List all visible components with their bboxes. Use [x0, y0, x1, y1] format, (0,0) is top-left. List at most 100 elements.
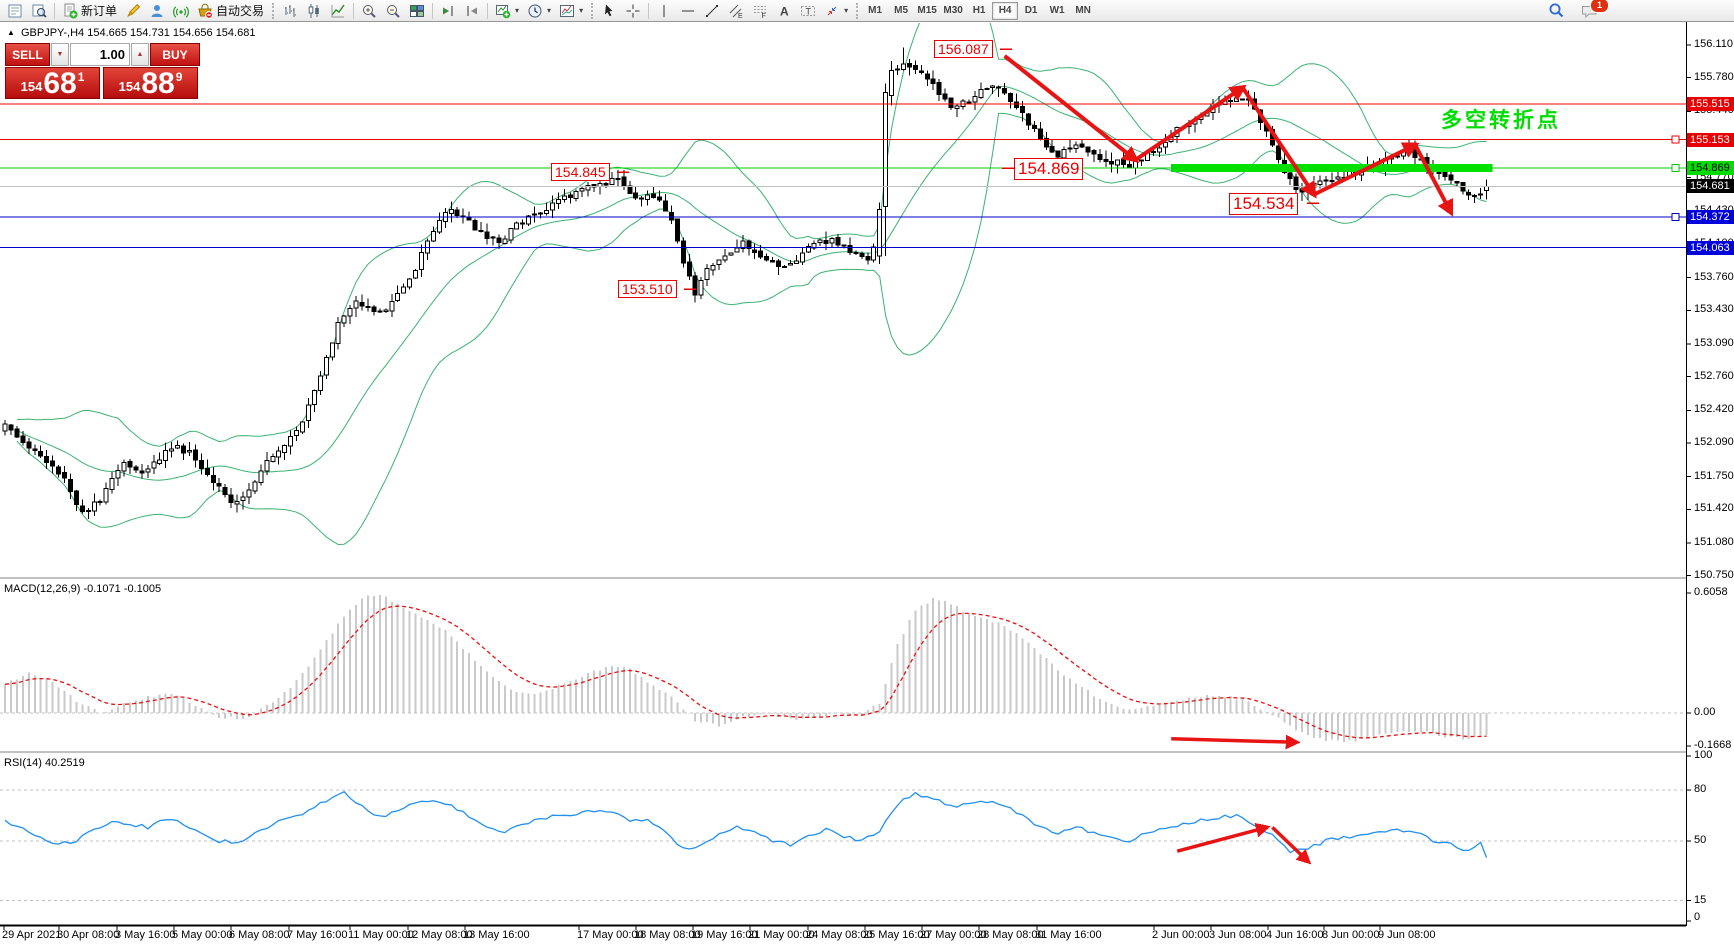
trend-zigzag-arrows[interactable] — [1003, 54, 1454, 217]
zoom-in-button[interactable] — [357, 0, 381, 22]
toolbar: 新订单 自动交易 ▾ ▾ ▾ — [0, 0, 1734, 22]
signals-button[interactable] — [169, 0, 193, 22]
collapse-arrow-icon: ▲ — [7, 28, 15, 37]
rsi-pane — [0, 789, 1686, 901]
dropdown-caret-icon: ▾ — [515, 6, 520, 15]
timeframe-M5[interactable]: M5 — [894, 5, 909, 16]
rsi-trend-arrow[interactable] — [1271, 826, 1312, 865]
periods-button[interactable]: ▾ — [523, 0, 555, 22]
market-watch-button[interactable] — [3, 0, 27, 22]
cursor-button[interactable] — [597, 0, 621, 22]
candlestick-series — [2, 47, 1490, 519]
turning-point-annotation[interactable]: 多空转折点 — [1441, 109, 1561, 132]
date-axis-label: 11 May 00:00 — [348, 929, 414, 941]
buy-price-display[interactable]: 154 88 9 — [103, 67, 198, 99]
buy-price-sup: 9 — [175, 70, 183, 84]
date-axis-label: 31 May 16:00 — [1035, 929, 1102, 941]
sell-price-display[interactable]: 154 68 1 — [5, 67, 100, 99]
price-axis-tick: 151.750 — [1694, 470, 1734, 482]
person-icon — [149, 3, 165, 19]
timeframe-H1[interactable]: H1 — [972, 5, 986, 16]
cursor-icon — [601, 3, 617, 19]
tile-windows-button[interactable] — [405, 0, 429, 22]
autotrading-button[interactable]: 自动交易 — [193, 0, 268, 22]
price-axis-tick: 152.760 — [1694, 370, 1734, 382]
search-button[interactable] — [1544, 0, 1569, 22]
data-window-button[interactable] — [27, 0, 51, 22]
macd-axis-tick: 0.00 — [1694, 706, 1716, 718]
text-icon: A — [776, 3, 792, 19]
volume-down-button[interactable]: ▼ — [51, 43, 69, 66]
date-axis-label: 5 May 00:00 — [172, 929, 233, 941]
timeframe-D1[interactable]: D1 — [1024, 5, 1038, 16]
chat-button[interactable]: 1 — [1577, 0, 1609, 22]
market-watch-icon — [7, 3, 23, 19]
symbol-ohlc: 154.665 154.731 154.656 154.681 — [87, 27, 256, 39]
indicators-button[interactable]: ▾ — [491, 0, 523, 22]
timeframe-M30[interactable]: M30 — [943, 5, 963, 16]
line-chart-button[interactable] — [326, 0, 350, 22]
price-annotation-label[interactable]: 154.845 — [551, 163, 610, 181]
symbol-info-bar[interactable]: ▲ GBPJPY-,H4 154.665 154.731 154.656 154… — [7, 27, 255, 39]
templates-button[interactable]: ▾ — [555, 0, 587, 22]
date-axis-label: 3 Jun 08:00 — [1209, 929, 1267, 941]
price-annotation-label[interactable]: 154.869 — [1014, 158, 1084, 180]
sell-button[interactable]: SELL — [5, 43, 50, 66]
price-annotation-label[interactable]: 156.087 — [934, 40, 993, 58]
price-axis-tick: 155.780 — [1694, 71, 1734, 83]
chart-shift-button[interactable] — [460, 0, 484, 22]
date-axis-label: 6 May 08:00 — [229, 929, 290, 941]
price-level-label: 154.869 — [1687, 161, 1734, 175]
rsi-indicator-label: RSI(14) 40.2519 — [4, 757, 85, 769]
price-axis-tick: 152.090 — [1694, 436, 1734, 448]
horizontal-line-icon — [680, 3, 696, 19]
community-button[interactable] — [145, 0, 169, 22]
one-click-trading-panel: SELL ▼ ▲ BUY 154 68 1 154 88 9 — [5, 43, 202, 99]
crosshair-icon — [625, 3, 641, 19]
rsi-trend-arrow[interactable] — [1176, 822, 1271, 853]
search-icon — [1548, 2, 1565, 19]
svg-text:E: E — [738, 13, 743, 19]
symbol-name: GBPJPY-,H4 — [20, 27, 85, 39]
zoom-out-button[interactable] — [381, 0, 405, 22]
toolbar-separator — [648, 2, 650, 19]
crosshair-button[interactable] — [621, 0, 645, 22]
horizontal-line-button[interactable] — [676, 0, 700, 22]
dropdown-caret-icon: ▾ — [844, 6, 849, 15]
text-label-button[interactable]: T — [796, 0, 820, 22]
price-level-label: 154.372 — [1687, 210, 1734, 224]
fibonacci-button[interactable]: F — [748, 0, 772, 22]
price-axis-tick: 155.110 — [1694, 137, 1733, 149]
text-button[interactable]: A — [772, 0, 796, 22]
bar-chart-button[interactable] — [278, 0, 302, 22]
candlestick-button[interactable] — [302, 0, 326, 22]
new-order-button[interactable]: 新订单 — [58, 0, 121, 22]
timeframe-H4[interactable]: H4 — [992, 1, 1019, 20]
price-annotation-label[interactable]: 154.534 — [1229, 193, 1299, 215]
timeframe-toolbar: M1 M5 M15 M30 H1 H4 D1 W1 MN — [862, 1, 1096, 20]
macd-axis-tick: 0.6058 — [1694, 586, 1728, 598]
sell-price-sup: 1 — [77, 70, 85, 84]
timeframe-MN[interactable]: MN — [1075, 5, 1091, 16]
volume-up-button[interactable]: ▲ — [131, 43, 149, 66]
timeframe-W1[interactable]: W1 — [1049, 5, 1065, 16]
support-zone-band[interactable] — [1171, 163, 1493, 172]
bollinger-bands — [16, 23, 1487, 546]
date-axis-label: 3 May 16:00 — [115, 929, 176, 941]
trendline-button[interactable] — [700, 0, 724, 22]
macd-trend-arrow[interactable] — [1171, 734, 1301, 750]
arrows-button[interactable]: ▾ — [820, 0, 852, 22]
metaeditor-button[interactable] — [121, 0, 145, 22]
equidistant-channel-button[interactable]: E — [724, 0, 748, 22]
timeframe-M15[interactable]: M15 — [917, 5, 937, 16]
macd-pane — [0, 595, 1686, 750]
new-order-icon — [62, 3, 78, 19]
toolbar-separator — [487, 2, 489, 19]
volume-input[interactable] — [70, 43, 130, 66]
timeframe-M1[interactable]: M1 — [868, 5, 883, 16]
price-annotation-label[interactable]: 153.510 — [618, 280, 677, 298]
candlestick-icon — [306, 3, 322, 19]
auto-scroll-button[interactable] — [436, 0, 460, 22]
buy-button[interactable]: BUY — [150, 43, 200, 66]
vertical-line-button[interactable] — [652, 0, 676, 22]
